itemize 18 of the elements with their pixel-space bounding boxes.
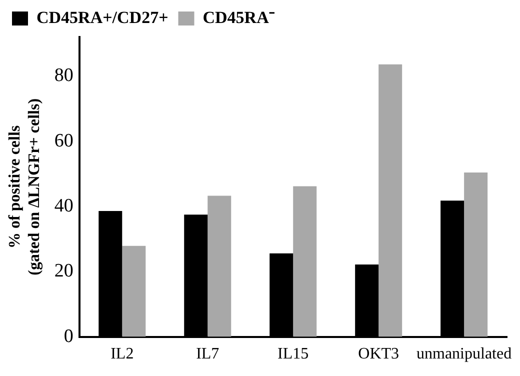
x-tick-label: IL15 <box>278 346 309 363</box>
y-tick-label: 20 <box>54 260 74 282</box>
x-tick-label: IL2 <box>110 346 134 363</box>
legend-label: CD45RA+/CD27+ <box>36 8 168 27</box>
x-tick-label: OKT3 <box>358 346 400 363</box>
y-axis-title: % of positive cells (gated on ΔLNGFr+ cells) <box>6 98 43 276</box>
y-tick-label: 40 <box>54 195 74 216</box>
bar <box>293 186 317 337</box>
bar <box>208 196 232 337</box>
y-tick-label: 80 <box>54 65 74 86</box>
bar <box>464 172 488 337</box>
bar <box>122 246 146 337</box>
bar <box>378 64 402 337</box>
y-tick-label: 60 <box>54 130 74 152</box>
legend-label: CD45RA⁻ <box>202 8 275 27</box>
y-tick-label: 0 <box>64 326 74 347</box>
x-tick-label: IL7 <box>196 346 220 363</box>
x-tick-label: unmanipulated <box>416 346 512 363</box>
